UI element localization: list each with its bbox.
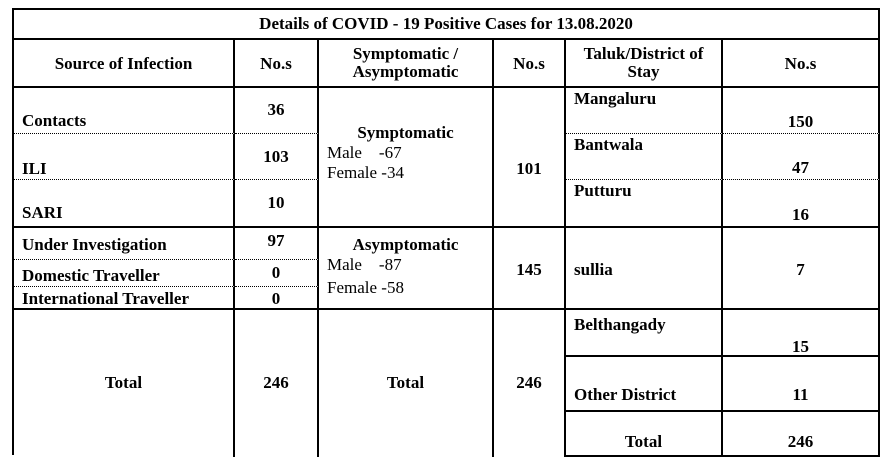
cell: 145 xyxy=(494,228,566,310)
total-value: 246 xyxy=(787,432,814,451)
cell: 10 xyxy=(235,180,319,228)
header: Source of Infection xyxy=(54,54,193,73)
header-cell: No.s xyxy=(235,40,319,88)
source-label: Domestic Traveller xyxy=(22,266,160,285)
group-female: Female -58 xyxy=(327,278,404,297)
header: Symptomatic / Asymptomatic xyxy=(352,44,459,81)
cell: International Traveller xyxy=(14,287,235,310)
cell: Bantwala xyxy=(566,134,723,180)
cell: 15 xyxy=(723,310,880,357)
source-value: 0 xyxy=(271,289,281,308)
total-label: Total xyxy=(104,373,143,392)
cell: 11 xyxy=(723,357,880,412)
cell: Other District xyxy=(566,357,723,412)
header-cell: Source of Infection xyxy=(14,40,235,88)
total-value: 246 xyxy=(263,373,289,392)
taluk-label: Belthangady xyxy=(574,315,666,334)
cell: 246 xyxy=(235,310,319,457)
cell: 97 xyxy=(235,228,319,260)
header-cell: Taluk/District of Stay xyxy=(566,40,723,88)
cell: Belthangady xyxy=(566,310,723,357)
source-label: Under Investigation xyxy=(22,235,167,254)
source-value: 36 xyxy=(267,100,285,119)
taluk-label: Putturu xyxy=(574,181,632,200)
header: No.s xyxy=(784,54,817,73)
group-label: Symptomatic xyxy=(357,123,454,142)
cell: Contacts xyxy=(14,88,235,134)
table: Details of COVID - 19 Positive Cases for… xyxy=(12,8,880,457)
cell: 103 xyxy=(235,134,319,180)
group-value: 101 xyxy=(516,159,542,178)
cell: 0 xyxy=(235,287,319,310)
taluk-value: 15 xyxy=(792,337,809,356)
title: Details of COVID - 19 Positive Cases for… xyxy=(259,14,633,33)
cell: Under Investigation xyxy=(14,228,235,260)
header-cell: No.s xyxy=(723,40,880,88)
taluk-value: 7 xyxy=(796,260,805,279)
group-male: Male -87 xyxy=(327,255,402,274)
cell: Mangaluru xyxy=(566,88,723,134)
cell: SARI xyxy=(14,180,235,228)
taluk-label: sullia xyxy=(574,260,613,279)
cell: 246 xyxy=(494,310,566,457)
group-label: Asymptomatic xyxy=(352,235,459,254)
taluk-label: Mangaluru xyxy=(574,89,657,108)
cell: 246 xyxy=(723,412,880,457)
header-cell: Symptomatic / Asymptomatic xyxy=(319,40,494,88)
source-value: 0 xyxy=(271,263,281,282)
taluk-value: 16 xyxy=(792,205,809,224)
source-label: ILI xyxy=(22,159,47,178)
source-value: 97 xyxy=(267,231,285,250)
taluk-label: Other District xyxy=(574,385,677,404)
title-cell: Details of COVID - 19 Positive Cases for… xyxy=(14,10,880,40)
cell: Symptomatic Male -67 Female -34 xyxy=(319,88,494,228)
header: Taluk/District of Stay xyxy=(583,44,704,81)
source-label: Contacts xyxy=(22,111,87,130)
source-value: 10 xyxy=(267,193,285,212)
header: No.s xyxy=(260,54,292,73)
taluk-label: Bantwala xyxy=(574,135,643,154)
group-male: Male -67 xyxy=(327,143,402,162)
total-value: 246 xyxy=(516,373,542,392)
cell: 7 xyxy=(723,228,880,310)
group-value: 145 xyxy=(516,260,542,279)
cell: ILI xyxy=(14,134,235,180)
cell: sullia xyxy=(566,228,723,310)
cell: 101 xyxy=(494,88,566,228)
taluk-value: 150 xyxy=(787,112,814,131)
cell: 47 xyxy=(723,134,880,180)
cell: Total xyxy=(319,310,494,457)
cell: 0 xyxy=(235,260,319,287)
cell: 150 xyxy=(723,88,880,134)
cell: Putturu xyxy=(566,180,723,228)
cell: Asymptomatic Male -87 Female -58 xyxy=(319,228,494,310)
taluk-value: 11 xyxy=(792,385,809,404)
header-cell: No.s xyxy=(494,40,566,88)
cell: Domestic Traveller xyxy=(14,260,235,287)
total-label: Total xyxy=(624,432,663,451)
cell: Total xyxy=(14,310,235,457)
cell: 36 xyxy=(235,88,319,134)
source-value: 103 xyxy=(263,147,289,166)
cell: 16 xyxy=(723,180,880,228)
source-label: International Traveller xyxy=(22,289,189,308)
header: No.s xyxy=(513,54,545,73)
taluk-value: 47 xyxy=(792,158,809,177)
total-label: Total xyxy=(386,373,425,392)
source-label: SARI xyxy=(22,203,63,222)
group-female: Female -34 xyxy=(327,163,404,182)
cell: Total xyxy=(566,412,723,457)
